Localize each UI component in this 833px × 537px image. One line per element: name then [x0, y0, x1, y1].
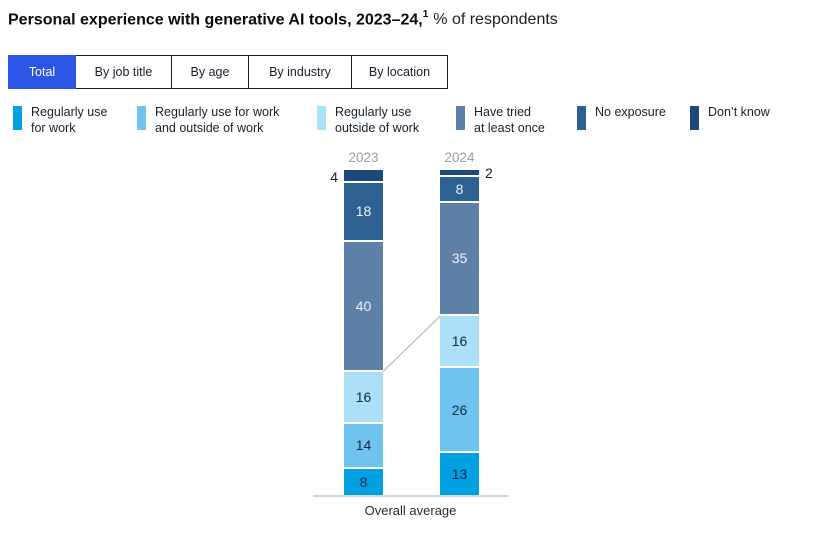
- bar-segment: 26: [440, 368, 479, 453]
- segment-value-label: 8: [359, 474, 368, 490]
- segment-value-label: 13: [451, 465, 468, 482]
- legend-swatch-pale-blue: [317, 106, 326, 130]
- title-footnote-marker: 1: [422, 9, 429, 20]
- legend-item-dont-know: Don’t know: [690, 104, 770, 130]
- legend-swatch-bright-blue: [13, 106, 22, 130]
- tab-by-location[interactable]: By location: [351, 55, 448, 89]
- legend-item-regularly-use-outside-of-work: Regularly use outside of work: [317, 104, 419, 136]
- bar-segment: [344, 170, 383, 183]
- legend-label: Have tried at least once: [474, 105, 545, 135]
- tab-by-job-title[interactable]: By job title: [75, 55, 172, 89]
- outside-value-label: 2: [485, 165, 493, 182]
- view-tabs: Total By job title By age By industry By…: [8, 55, 448, 89]
- x-axis-label: Overall average: [364, 503, 457, 518]
- title-unit-text: % of respondents: [433, 11, 558, 29]
- bar-segment: 35: [440, 202, 479, 317]
- stacked-bar-2023: 18 40 16 14 8: [344, 170, 383, 495]
- title-bold-text: Personal experience with generative AI t…: [8, 11, 423, 29]
- bar-segment: 8: [344, 469, 383, 495]
- legend-label: Regularly use for work and outside of wor…: [155, 105, 280, 135]
- legend-item-regularly-use-work-and-outside: Regularly use for work and outside of wor…: [137, 104, 279, 136]
- bar-segment: 40: [344, 241, 383, 372]
- connector-line: [382, 315, 441, 372]
- segment-value-label: 26: [451, 401, 468, 418]
- legend-item-have-tried-at-least-once: Have tried at least once: [456, 104, 545, 136]
- legend-item-no-exposure: No exposure: [577, 104, 666, 130]
- bar-segment: 16: [440, 316, 479, 369]
- tab-by-industry[interactable]: By industry: [248, 55, 352, 89]
- x-axis-line: [313, 495, 508, 497]
- legend-swatch-slate-blue: [456, 106, 465, 130]
- segment-value-label: 16: [355, 388, 372, 405]
- tab-by-age[interactable]: By age: [171, 55, 249, 89]
- page-title: Personal experience with generative AI t…: [8, 9, 558, 29]
- segment-value-label: 18: [355, 203, 372, 220]
- tab-total[interactable]: Total: [8, 55, 76, 89]
- bar-segment: 14: [344, 423, 383, 469]
- legend-swatch-dark-blue: [577, 106, 586, 130]
- legend-label: No exposure: [595, 105, 666, 119]
- legend-item-regularly-use-for-work: Regularly use for work: [13, 104, 107, 136]
- bar-segment: 18: [344, 183, 383, 242]
- year-label-2023: 2023: [348, 150, 379, 165]
- legend-label: Regularly use outside of work: [335, 105, 420, 135]
- bar-segment: [440, 170, 479, 177]
- stacked-bar-2024: 8 35 16 26 13: [440, 170, 479, 495]
- bar-segment: 8: [440, 176, 479, 203]
- segment-value-label: 8: [455, 180, 464, 197]
- segment-value-label: 40: [355, 297, 372, 314]
- bar-segment: 13: [440, 452, 479, 495]
- segment-value-label: 14: [355, 437, 372, 454]
- legend-swatch-mid-blue: [137, 106, 146, 130]
- segment-value-label: 16: [451, 333, 468, 350]
- legend-label: Regularly use for work: [31, 105, 108, 135]
- legend-label: Don’t know: [708, 105, 770, 119]
- year-label-2024: 2024: [444, 150, 475, 165]
- outside-value-label: 4: [330, 168, 338, 185]
- bar-segment: 16: [344, 371, 383, 424]
- legend-swatch-navy: [690, 106, 699, 130]
- segment-value-label: 35: [451, 250, 468, 267]
